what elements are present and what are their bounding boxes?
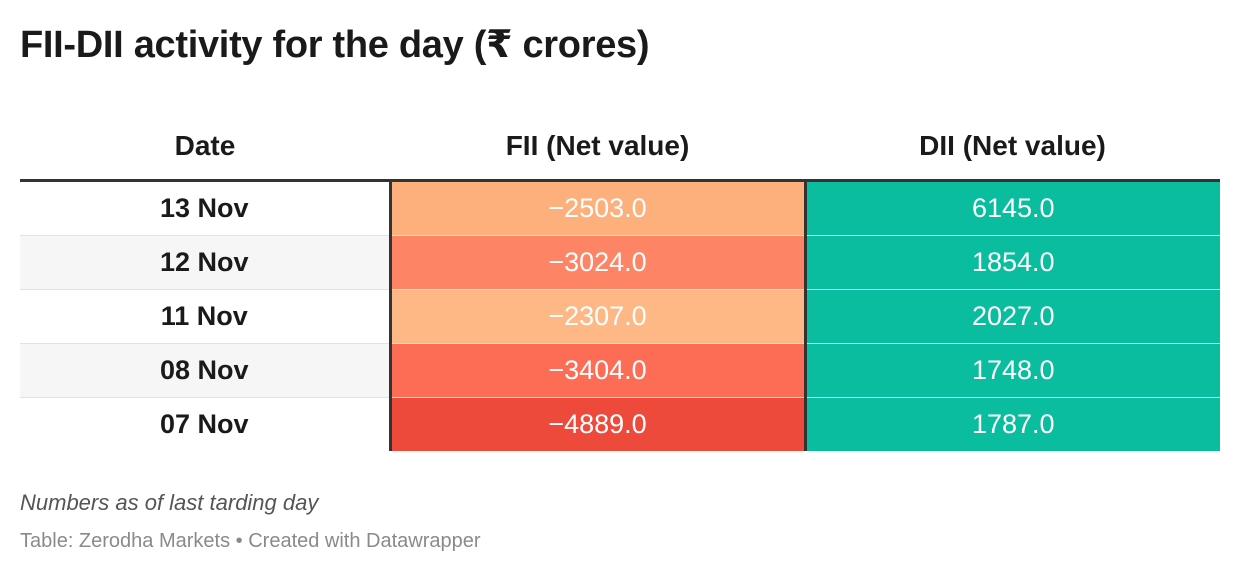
table-note: Numbers as of last tarding day <box>20 490 319 515</box>
date-cell: 11 Nov <box>20 289 390 344</box>
header-row: Date FII (Net value) DII (Net value) <box>20 112 1220 182</box>
table-row: 11 Nov −2307.0 2027.0 <box>20 289 1220 344</box>
fii-dii-table: Date FII (Net value) DII (Net value) 13 … <box>20 112 1220 451</box>
column-header-date[interactable]: Date <box>20 112 390 182</box>
dii-value-cell: 1748.0 <box>805 343 1220 398</box>
fii-value-cell: −2503.0 <box>388 180 807 236</box>
date-cell: 12 Nov <box>20 235 390 290</box>
date-cell: 07 Nov <box>159 409 249 439</box>
dii-value-cell: 2027.0 <box>805 289 1220 344</box>
date-cell: 08 Nov <box>20 343 390 398</box>
dii-value-cell: 1787.0 <box>805 397 1220 451</box>
dii-value-cell: 6145.0 <box>805 180 1220 236</box>
date-cell: 13 Nov <box>20 180 390 236</box>
fii-value-cell: −3024.0 <box>388 235 807 290</box>
chart-title: FII-DII activity for the day (₹ crores) <box>20 24 650 66</box>
dii-value-cell: 1854.0 <box>805 235 1220 290</box>
table-row: 07 Nov −4889.0 1787.0 <box>20 397 1220 451</box>
table-row: 13 Nov −2503.0 6145.0 <box>20 180 1220 236</box>
fii-value-cell: −2307.0 <box>388 289 807 344</box>
column-header-dii[interactable]: DII (Net value) <box>805 112 1220 182</box>
column-header-fii[interactable]: FII (Net value) <box>390 112 805 182</box>
source-credit: Table: Zerodha Markets • Created with Da… <box>20 530 481 552</box>
fii-value-cell: −3404.0 <box>388 343 807 398</box>
table-row: 08 Nov −3404.0 1748.0 <box>20 343 1220 398</box>
table-row: 12 Nov −3024.0 1854.0 <box>20 235 1220 290</box>
fii-value-cell: −4889.0 <box>388 397 807 451</box>
